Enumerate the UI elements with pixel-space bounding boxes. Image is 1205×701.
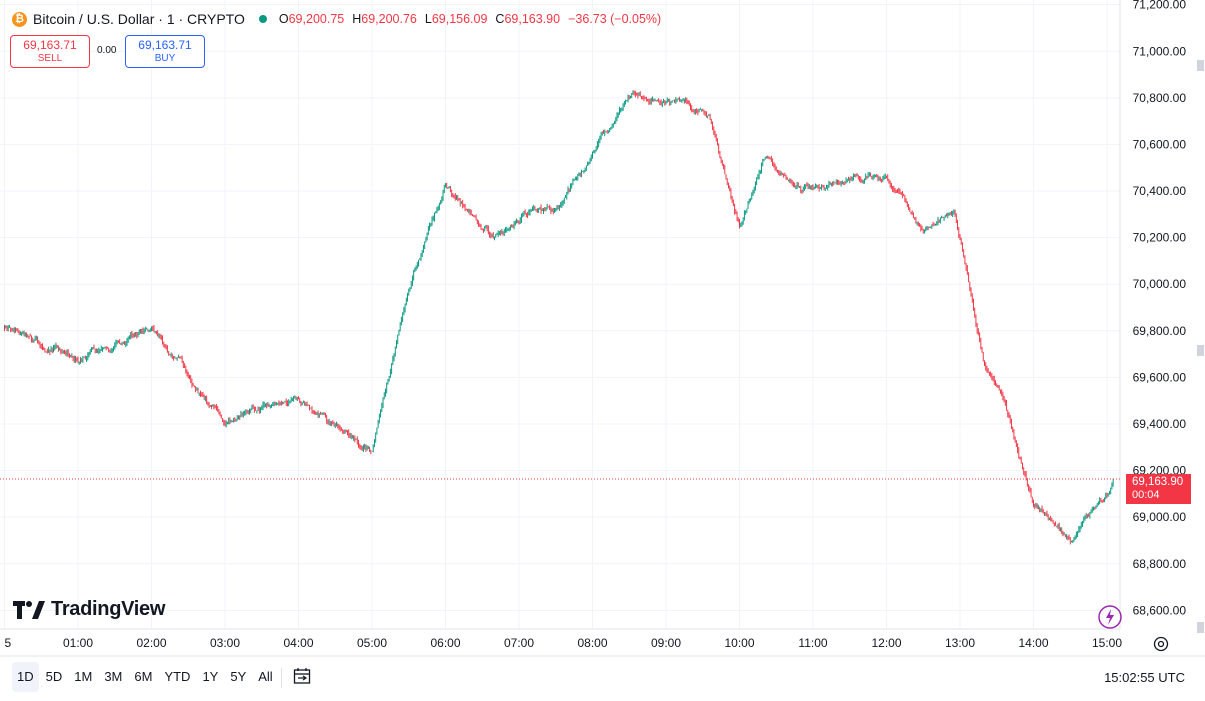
range-1m[interactable]: 1M [74,669,93,684]
time-tick-label: 01:00 [63,636,93,650]
sparkle-icon[interactable] [1097,604,1123,630]
range-1y[interactable]: 1Y [202,669,219,684]
price-tick-label: 71,200.00 [1133,0,1187,12]
low-value: L69,156.09 [424,12,488,26]
range-5y[interactable]: 5Y [230,669,247,684]
price-tick-label: 69,800.00 [1133,324,1187,338]
time-tick-label: 11:00 [798,636,827,650]
sell-price: 69,163.71 [23,38,77,52]
range-all[interactable]: All [258,669,273,684]
price-tick-label: 70,800.00 [1133,91,1187,105]
toolbar-divider [281,668,282,688]
price-tick-label: 70,600.00 [1133,137,1187,151]
buy-label: BUY [154,53,176,64]
price-tick-label: 69,400.00 [1133,417,1187,431]
range-3m[interactable]: 3M [104,669,123,684]
symbol-title[interactable]: Bitcoin / U.S. Dollar · 1 · CRYPTO [33,11,245,27]
sell-label: SELL [37,53,63,64]
price-tick-label: 68,600.00 [1133,603,1187,617]
time-axis[interactable]: 5 01:00 02:00 03:00 04:00 05:00 06:00 07:00 08:0… [5,636,1123,650]
ohlc-values: O69,200.75 H69,200.76 L69,156.09 C69,163… [279,12,661,26]
price-tick-label: 68,800.00 [1133,557,1187,571]
time-tick-label: 10:00 [724,636,754,650]
price-tick-label: 70,400.00 [1133,184,1187,198]
market-status-icon[interactable] [258,15,267,23]
last-price-value: 69,163.90 [1132,476,1184,488]
time-tick-label: 14:00 [1018,636,1048,650]
open-value: O69,200.75 [278,12,345,26]
range-1d[interactable]: 1D [12,662,39,692]
time-tick-label: 05:00 [357,636,387,650]
time-tick-label: 08:00 [577,636,607,650]
time-tick-label: 15:00 [1092,636,1122,650]
spread-value: 0.00 [97,45,117,56]
close-value: C69,163.90 [495,12,561,26]
range-6m[interactable]: 6M [134,669,153,684]
symbol-header[interactable]: ₿ Bitcoin / U.S. Dollar · 1 · CRYPTO O69… [12,8,661,30]
gear-icon[interactable] [1152,635,1170,653]
range-ytd[interactable]: YTD [164,669,191,684]
scroll-down-icon[interactable] [1196,622,1205,633]
buy-button[interactable]: 69,163.71 BUY [125,35,205,68]
scroll-handle-icon[interactable] [1196,345,1205,356]
scroll-up-icon[interactable] [1196,60,1205,71]
time-tick-label: 12:00 [871,636,901,650]
bottom-toolbar: 1D 5D 1M 3M 6M YTD 1Y 5Y All 15:02:55 UT… [0,658,1205,698]
tradingview-logo[interactable]: TradingView [13,598,165,621]
time-tick-label: 13:00 [945,636,975,650]
range-selector: 1D 5D 1M 3M 6M YTD 1Y 5Y All [12,662,278,692]
bar-countdown: 00:04 [1132,489,1160,501]
candlestick-series [4,90,1114,545]
time-tick-label: 07:00 [504,636,534,650]
calendar-range-icon[interactable] [292,666,312,686]
bitcoin-icon: ₿ [12,11,27,27]
price-tick-label: 70,000.00 [1133,277,1187,291]
sell-button[interactable]: 69,163.71 SELL [10,35,90,68]
change-value: −36.73 (−0.05%) [568,12,662,26]
high-value: H69,200.76 [352,12,417,26]
tradingview-logo-icon [13,600,45,619]
brand-name: TradingView [51,598,166,620]
buy-price: 69,163.71 [138,38,192,52]
time-tick-label: 04:00 [283,636,313,650]
range-5d[interactable]: 5D [45,669,63,684]
price-tick-label: 69,600.00 [1133,370,1187,384]
price-tick-label: 70,200.00 [1133,231,1187,245]
last-price-label: 69,163.90 00:04 [1126,474,1191,504]
price-axis[interactable]: 68,600.0068,800.0069,000.0069,200.0069,4… [1133,0,1187,617]
time-tick-label: 5 [5,636,12,650]
time-tick-label: 02:00 [136,636,166,650]
price-tick-label: 69,000.00 [1133,510,1187,524]
time-tick-label: 03:00 [210,636,240,650]
utc-clock[interactable]: 15:02:55 UTC [1104,670,1185,685]
time-tick-label: 06:00 [430,636,460,650]
time-tick-label: 09:00 [651,636,681,650]
price-tick-label: 71,000.00 [1133,44,1187,58]
chart-grid [0,0,1120,629]
